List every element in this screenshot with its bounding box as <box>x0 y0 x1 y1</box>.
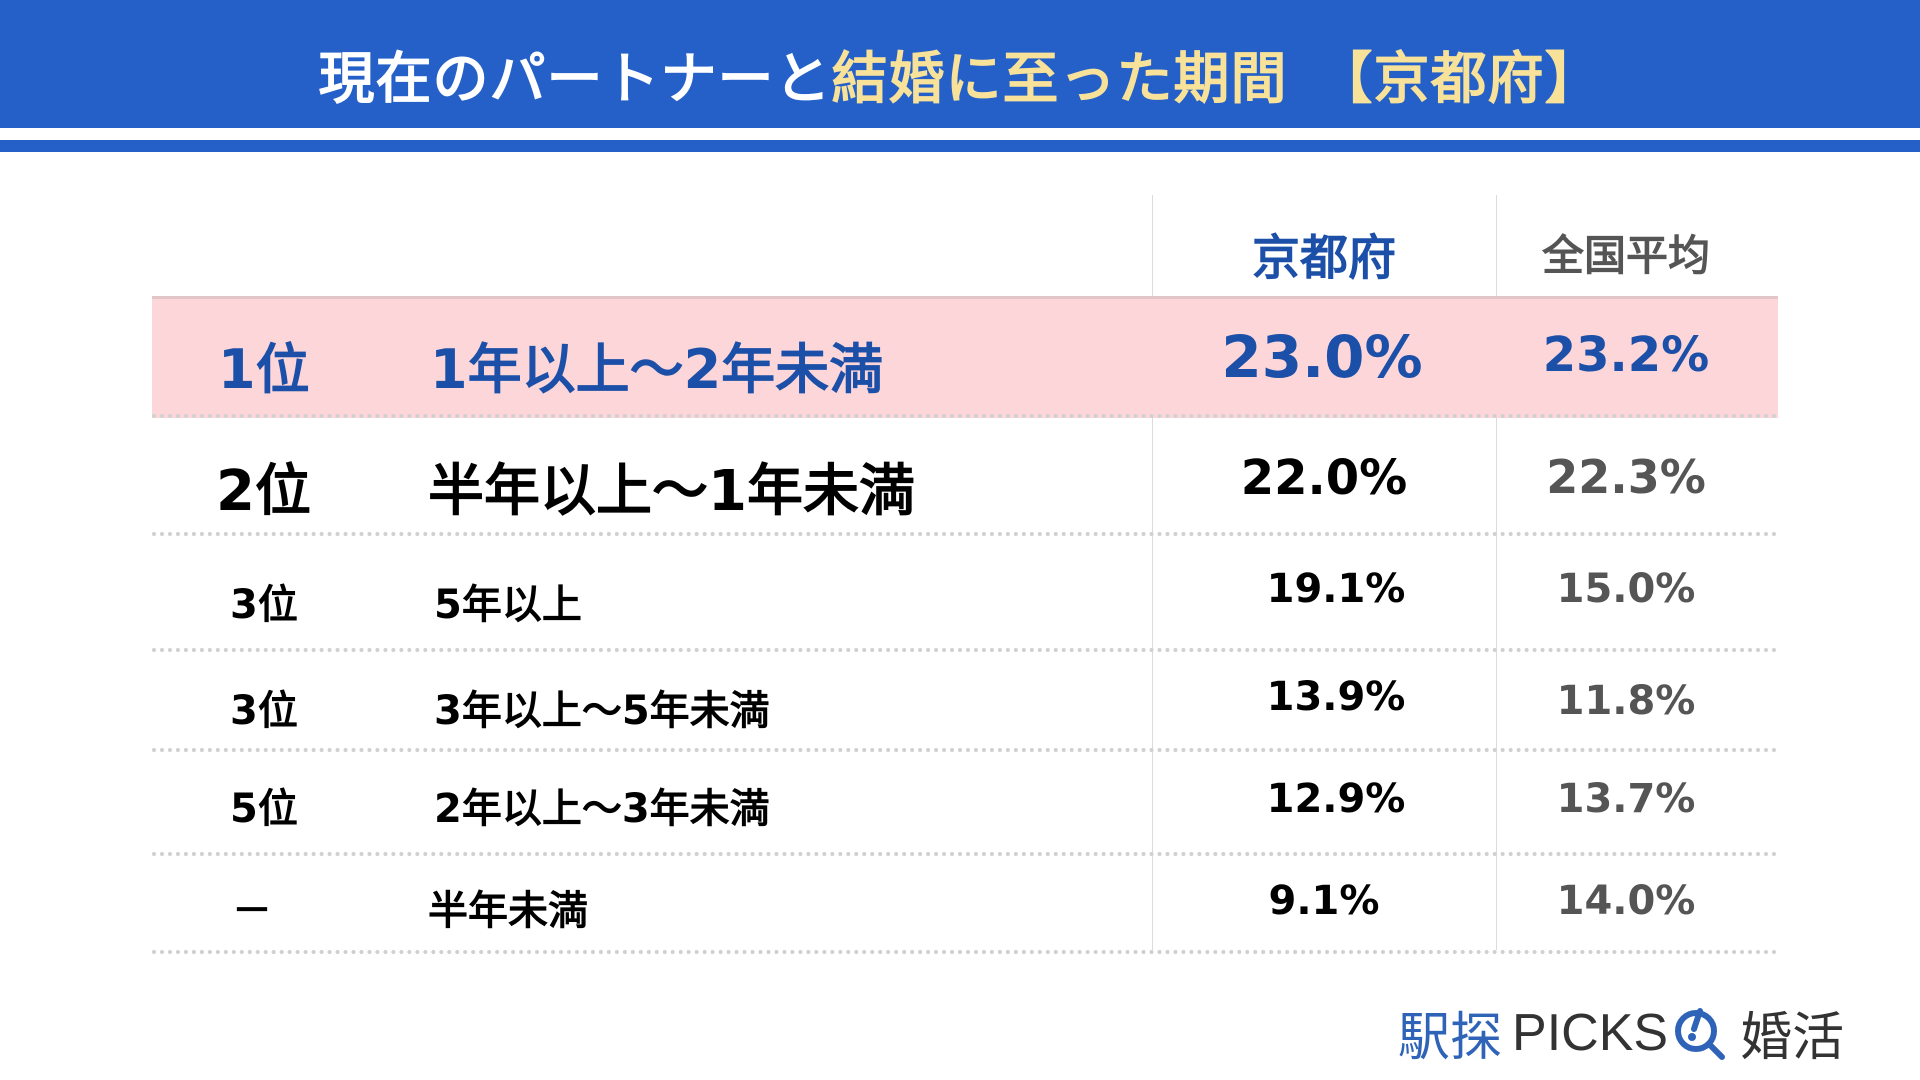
region-value: 9.1% <box>1268 878 1380 924</box>
rank: 5位 <box>230 786 298 832</box>
column-header-region: 京都府 <box>1251 230 1396 286</box>
page-title: 現在のパートナーと結婚に至った期間 【京都府】 <box>0 34 1920 115</box>
period-label: 半年以上〜1年未満 <box>428 459 915 524</box>
table-row: 1位 1年以上〜2年未満 23.0% 23.2% <box>152 296 1778 418</box>
national-value: 14.0% <box>1556 878 1696 924</box>
national-value: 11.8% <box>1556 678 1696 724</box>
period-label: 1年以上〜2年未満 <box>430 338 884 401</box>
rank: 2位 <box>216 459 311 524</box>
period-label: 2年以上〜3年未満 <box>434 786 770 832</box>
national-value: 22.3% <box>1546 450 1706 504</box>
column-divider <box>1152 195 1153 950</box>
rank: 3位 <box>230 688 298 734</box>
logo-ekitan: 駅探 <box>1398 1008 1503 1068</box>
brand-logo: 駅探 PICKS 婚活 <box>1398 995 1844 1070</box>
rank: 3位 <box>230 582 298 628</box>
logo-konkatsu: 婚活 <box>1740 1008 1845 1068</box>
table-row: － 半年未満 9.1% 14.0% <box>152 856 1778 954</box>
header-divider <box>0 130 1920 140</box>
header-bottom-bar <box>0 140 1920 152</box>
logo-picks: PICKS <box>1512 1003 1669 1062</box>
national-value: 23.2% <box>1542 327 1710 383</box>
region-value: 23.0% <box>1221 323 1423 391</box>
rank: － <box>232 888 272 934</box>
table-row: 2位 半年以上〜1年未満 22.0% 22.3% <box>152 418 1778 536</box>
column-header-national: 全国平均 <box>1541 231 1710 280</box>
table-row: 5位 2年以上〜3年未満 12.9% 13.7% <box>152 752 1778 856</box>
title-main: 現在のパートナーと <box>318 47 832 112</box>
region-value: 19.1% <box>1266 566 1406 612</box>
national-value: 15.0% <box>1556 566 1696 612</box>
period-label: 5年以上 <box>434 582 582 628</box>
national-value: 13.7% <box>1556 776 1696 822</box>
period-label: 3年以上〜5年未満 <box>434 688 770 734</box>
region-value: 13.9% <box>1266 674 1406 720</box>
region-value: 22.0% <box>1240 450 1408 506</box>
title-highlight: 結婚に至った期間 【京都府】 <box>831 47 1602 112</box>
search-magnifier-icon <box>1672 1005 1728 1061</box>
header-banner <box>0 0 1920 128</box>
table-row: 3位 5年以上 19.1% 15.0% <box>152 536 1778 652</box>
rank: 1位 <box>218 338 310 401</box>
table-row: 3位 3年以上〜5年未満 13.9% 11.8% <box>152 652 1778 752</box>
period-label: 半年未満 <box>428 888 588 934</box>
region-value: 12.9% <box>1266 776 1406 822</box>
column-divider <box>1496 195 1497 950</box>
